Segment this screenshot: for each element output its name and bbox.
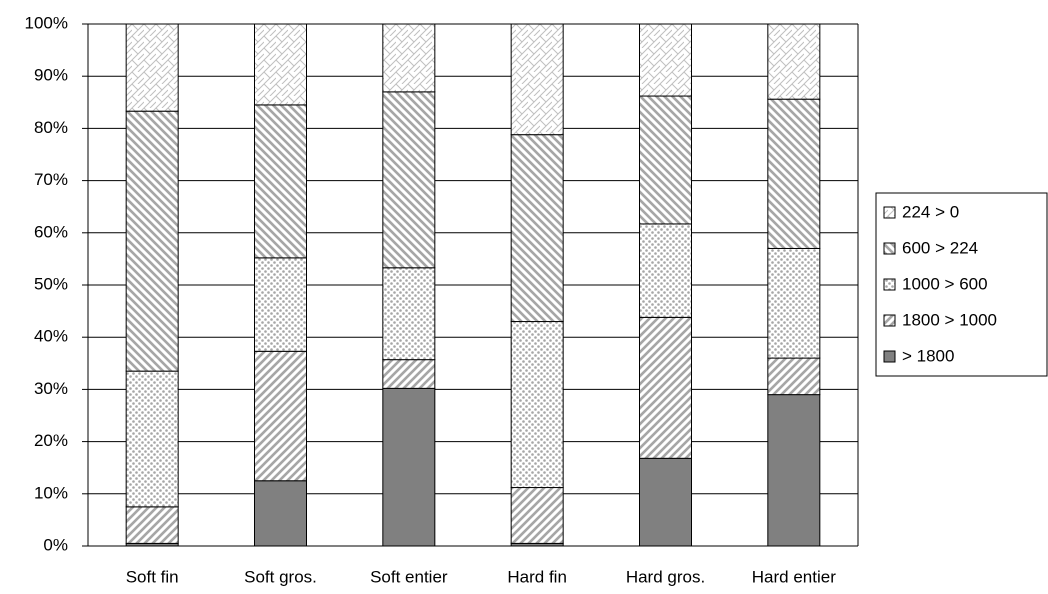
bar-segment: [510, 23, 564, 136]
bar-segment: [767, 357, 821, 396]
bar-segment: [125, 506, 179, 544]
bar-segment: [767, 23, 821, 100]
y-tick-label: 100%: [25, 13, 68, 32]
bar-segment: [639, 95, 692, 225]
bar-segment: [382, 267, 436, 361]
y-tick-label: 20%: [34, 431, 68, 450]
x-tick-label: Hard entier: [752, 567, 836, 586]
bar-segment: [382, 387, 436, 547]
legend-label: 1000 > 600: [902, 274, 988, 293]
bar-segment: [382, 359, 436, 389]
bar-segment: [639, 223, 692, 318]
x-tick-label: Soft entier: [370, 567, 448, 586]
bar-segment: [254, 480, 307, 547]
legend-key: [883, 206, 896, 219]
legend-label: 1800 > 1000: [902, 310, 997, 329]
legend-key: [883, 242, 896, 255]
bar-segment: [254, 23, 307, 106]
bar-segment: [510, 487, 564, 544]
legend-key: [883, 350, 896, 363]
x-tick-label: Soft fin: [126, 567, 179, 586]
bar-segment: [767, 98, 821, 249]
y-tick-label: 80%: [34, 118, 68, 137]
bar-segment: [639, 23, 692, 97]
bar-segment: [639, 316, 692, 459]
x-tick-label: Soft gros.: [244, 567, 317, 586]
bar-segment: [767, 247, 821, 359]
bar-segment: [510, 134, 564, 323]
bar-segment: [382, 23, 436, 93]
x-tick-label: Hard gros.: [626, 567, 705, 586]
y-tick-label: 70%: [34, 170, 68, 189]
y-tick-label: 10%: [34, 483, 68, 502]
legend-key: [883, 278, 896, 291]
legend-box: [875, 192, 1048, 377]
y-tick-label: 40%: [34, 327, 68, 346]
legend-label: 224 > 0: [902, 202, 959, 221]
legend-key: [883, 314, 896, 327]
legend-label: > 1800: [902, 346, 954, 365]
bar-segment: [125, 370, 179, 508]
bar-segment: [767, 394, 821, 547]
y-tick-label: 60%: [34, 222, 68, 241]
bar-segment: [125, 110, 179, 372]
bar-segment: [254, 104, 307, 259]
bar-segment: [125, 23, 179, 112]
bar-segment: [639, 457, 692, 547]
y-tick-label: 50%: [34, 274, 68, 293]
bar-segment: [254, 257, 307, 352]
bar-segment: [510, 321, 564, 489]
bar-segment: [254, 350, 307, 482]
bar-segment: [382, 91, 436, 269]
legend: 224 > 0 600 > 224 1000 > 600 1800 > 1000 > 1…: [875, 192, 1048, 377]
y-tick-label: 30%: [34, 379, 68, 398]
x-tick-label: Hard fin: [507, 567, 567, 586]
y-tick-label: 90%: [34, 66, 68, 85]
y-tick-label: 0%: [43, 535, 68, 554]
legend-label: 600 > 224: [902, 238, 978, 257]
